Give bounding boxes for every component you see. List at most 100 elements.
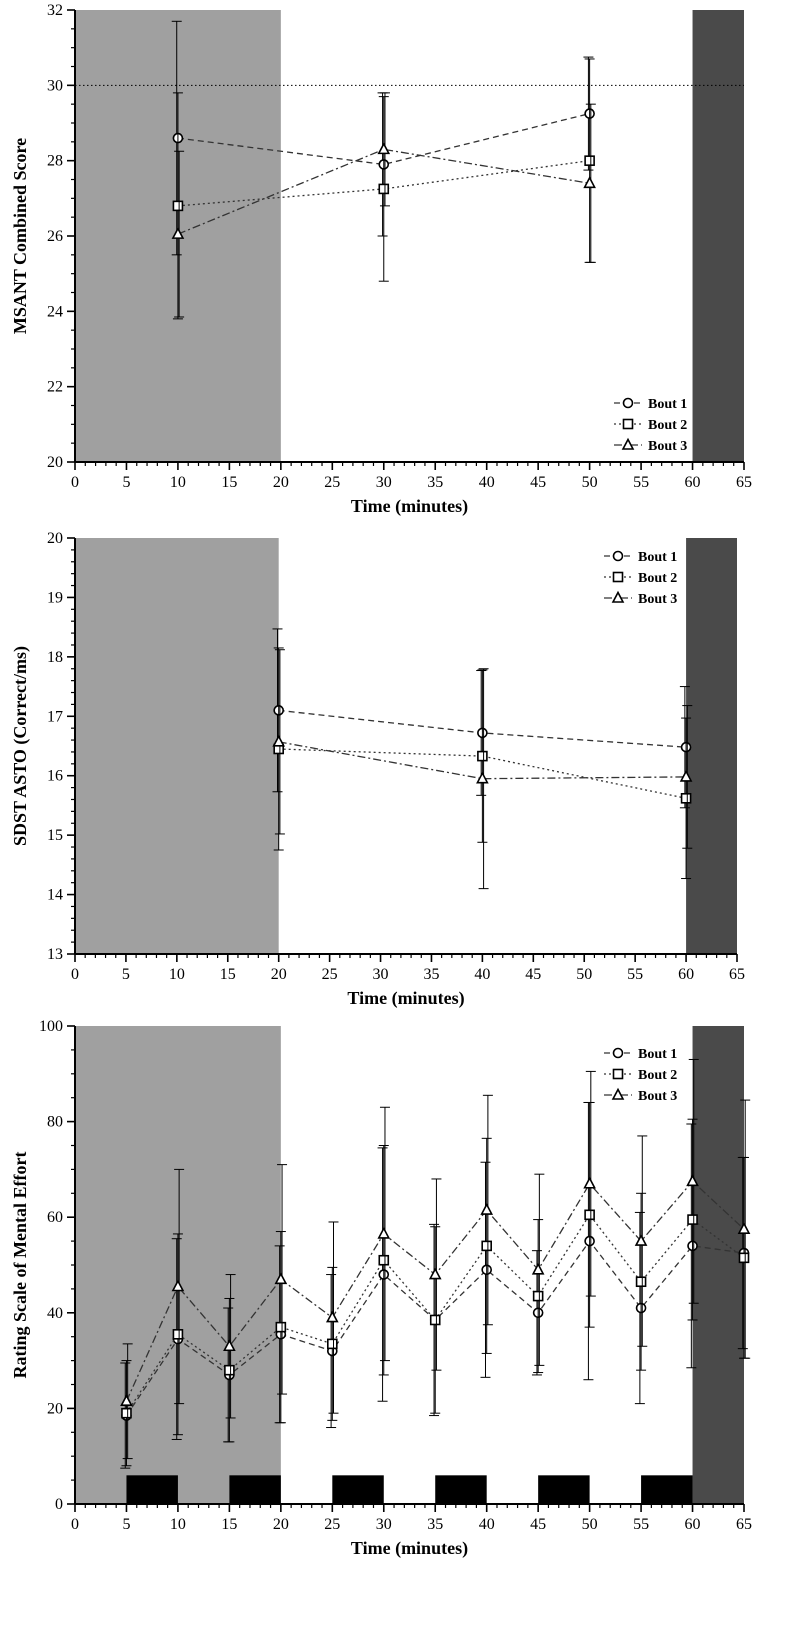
legend-marker	[622, 418, 634, 430]
data-point	[171, 226, 185, 239]
x-tick-label: 30	[376, 474, 392, 491]
data-point	[429, 1314, 441, 1326]
x-tick-label: 0	[71, 1516, 79, 1533]
x-tick-label: 60	[685, 1516, 701, 1533]
data-point	[635, 1276, 647, 1288]
data-point	[687, 1214, 698, 1225]
data-point	[679, 769, 693, 782]
y-tick-label: 16	[47, 768, 63, 785]
legend-marker	[612, 1068, 624, 1080]
y-tick-label: 14	[47, 887, 63, 904]
y-tick-label: 15	[47, 827, 63, 844]
x-tick-label: 45	[530, 474, 546, 491]
x-tick-label: 10	[169, 966, 185, 983]
data-point	[172, 200, 184, 212]
legend: Bout 1 Bout 2 Bout 3	[614, 397, 687, 454]
x-tick-label: 20	[273, 1516, 289, 1533]
series-bout-3	[272, 649, 693, 890]
x-tick-label: 5	[122, 1516, 130, 1533]
legend-marker	[621, 437, 635, 450]
y-axis-label: MSANT Combined Score	[10, 138, 30, 334]
data-point	[531, 1262, 545, 1275]
series-bout-3	[120, 1058, 751, 1460]
legend-label: Bout 3	[648, 439, 687, 454]
x-tick-label: 25	[324, 1516, 340, 1533]
task-block-4	[538, 1475, 590, 1504]
series-bout-3	[171, 92, 596, 318]
x-tick-label: 45	[530, 1516, 546, 1533]
y-tick-label: 17	[47, 708, 63, 725]
shaded-region-0	[75, 538, 279, 954]
x-tick-label: 30	[376, 1516, 392, 1533]
y-tick-label: 60	[47, 1209, 63, 1226]
x-tick-label: 50	[582, 1516, 598, 1533]
x-tick-label: 40	[474, 966, 490, 983]
y-axis-label: SDST ASTO (Correct/ms)	[10, 646, 31, 846]
x-tick-label: 15	[220, 966, 236, 983]
y-tick-label: 20	[47, 454, 63, 471]
data-point	[480, 1202, 494, 1215]
x-tick-label: 20	[273, 474, 289, 491]
y-tick-label: 19	[47, 589, 63, 606]
x-tick-label: 55	[627, 966, 643, 983]
data-point	[428, 1267, 442, 1280]
x-tick-label: 35	[427, 1516, 443, 1533]
x-tick-label: 35	[423, 966, 439, 983]
data-point	[583, 1176, 596, 1189]
y-tick-label: 40	[47, 1305, 63, 1322]
data-point	[477, 750, 488, 762]
data-point	[686, 1174, 699, 1187]
chart-sdst-asto: 0 5 10 15 20 25 30 35 40 45 50 55 60 65 13 14 15 16 17 18 19…	[10, 530, 745, 1009]
x-tick-label: 25	[324, 474, 340, 491]
x-tick-label: 0	[71, 474, 79, 491]
y-tick-label: 20	[47, 1400, 63, 1417]
x-tick-label: 10	[170, 1516, 186, 1533]
x-axis-label: Time (minutes)	[351, 496, 468, 517]
chart-rating-scale-mental-effort: 0 5 10 15 20 25 30 35 40 45 50 55 60 65 0 20 40 60 80 100 Ti…	[10, 1018, 752, 1559]
series-line	[278, 741, 687, 780]
y-tick-label: 20	[47, 530, 63, 547]
data-point	[737, 1221, 751, 1234]
data-point	[680, 792, 692, 804]
legend-marker	[622, 397, 634, 409]
x-tick-label: 50	[576, 966, 592, 983]
x-axis-label: Time (minutes)	[347, 988, 464, 1009]
data-point	[274, 1272, 288, 1285]
legend-marker	[611, 590, 625, 603]
task-block-2	[332, 1475, 384, 1504]
series-bout-2	[273, 647, 692, 880]
x-tick-label: 40	[479, 474, 495, 491]
x-tick-label: 15	[221, 474, 237, 491]
legend-label: Bout 2	[638, 1068, 677, 1083]
data-point	[584, 155, 595, 166]
data-point	[476, 771, 489, 784]
y-tick-label: 22	[47, 379, 63, 396]
task-block-0	[126, 1475, 178, 1504]
data-point	[325, 1310, 339, 1323]
x-tick-label: 50	[582, 474, 598, 491]
data-point	[327, 1338, 338, 1350]
data-point	[738, 1252, 750, 1264]
x-tick-label: 55	[633, 474, 649, 491]
x-tick-label: 65	[736, 474, 752, 491]
data-point	[584, 1209, 595, 1221]
x-tick-label: 45	[525, 966, 541, 983]
x-tick-label: 35	[427, 474, 443, 491]
x-tick-label: 65	[729, 966, 745, 983]
task-block-1	[229, 1475, 281, 1504]
data-point	[172, 1329, 184, 1340]
x-tick-label: 15	[221, 1516, 237, 1533]
data-point	[583, 176, 596, 189]
y-tick-label: 28	[47, 153, 63, 170]
x-tick-label: 30	[373, 966, 389, 983]
x-tick-label: 10	[170, 474, 186, 491]
y-tick-label: 100	[39, 1018, 63, 1035]
data-point	[377, 1226, 391, 1239]
legend-label: Bout 1	[638, 1047, 677, 1062]
x-tick-label: 65	[736, 1516, 752, 1533]
x-tick-label: 60	[685, 474, 701, 491]
shaded-region-1	[692, 10, 744, 462]
legend-marker	[612, 550, 624, 562]
y-axis-label: Rating Scale of Mental Effort	[10, 1152, 30, 1379]
y-tick-label: 13	[47, 946, 63, 963]
